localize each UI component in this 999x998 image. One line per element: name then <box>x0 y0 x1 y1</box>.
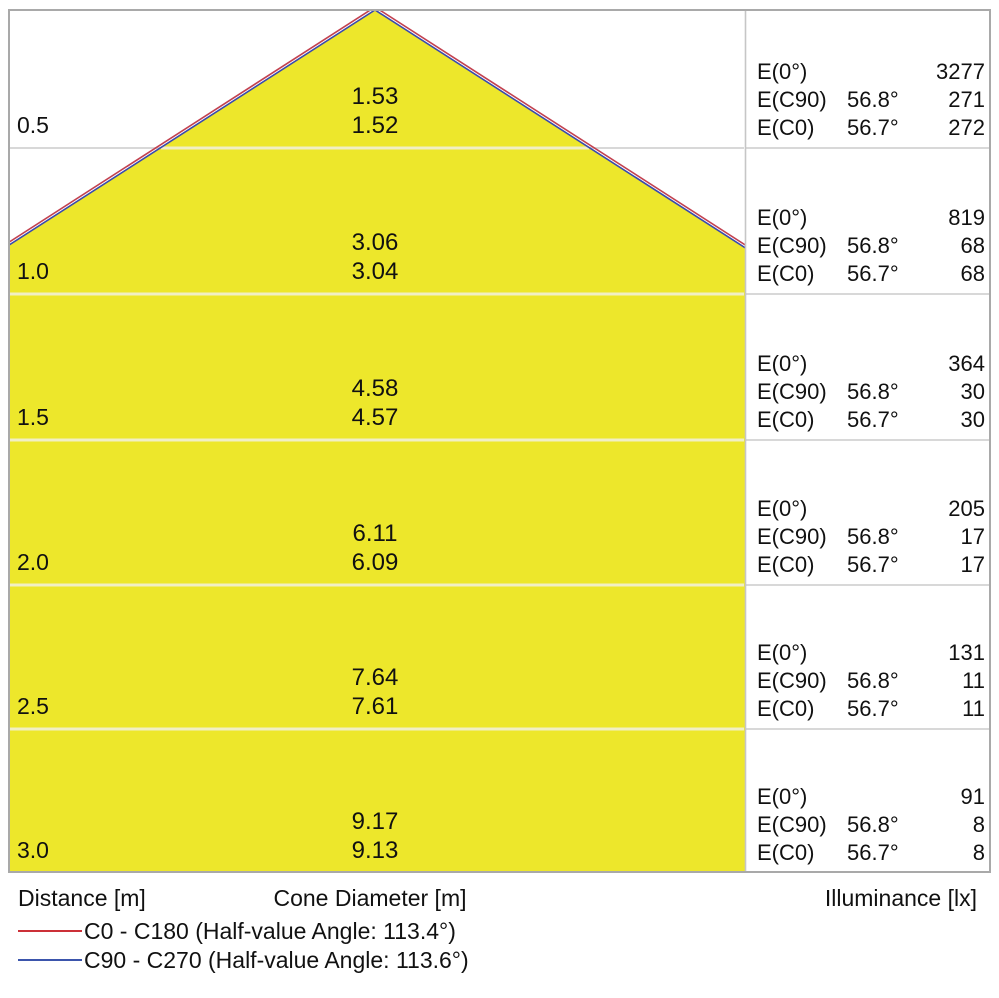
illuminance-table: E(0°) 819 E(C90) 56.8° 68 E(C0) 56.7° 68 <box>757 204 985 288</box>
e0-label: E(0°) <box>757 640 808 665</box>
e0-label: E(0°) <box>757 496 808 521</box>
ec90-angle: 56.8° <box>847 524 899 549</box>
distance-column-label: Distance [m] <box>18 885 146 911</box>
ec90-angle: 56.8° <box>847 233 899 258</box>
illuminance-column-label: Illuminance [lx] <box>824 885 977 911</box>
ec90-value: 68 <box>960 233 985 258</box>
cone-diameter-c0-value: 9.13 <box>351 837 399 864</box>
cone-diameter-c0-value: 1.52 <box>351 112 399 139</box>
cone-diameter-c0-value: 3.04 <box>351 258 399 285</box>
ec90-label: E(C90) <box>757 379 827 404</box>
ec0-label: E(C0) <box>757 261 815 286</box>
cone-diameter-c90-value: 3.06 <box>351 229 399 256</box>
legend-c90-line-swatch <box>18 959 82 961</box>
ec0-angle: 56.7° <box>847 115 899 140</box>
illuminance-table: E(0°) 131 E(C90) 56.8° 11 E(C0) 56.7° 11 <box>757 639 985 723</box>
e0-label: E(0°) <box>757 59 808 84</box>
ec90-angle: 56.8° <box>847 379 899 404</box>
cone-diameter-c0-value: 4.57 <box>351 404 399 431</box>
legend-c90-label: C90 - C270 (Half-value Angle: 113.6°) <box>84 947 469 973</box>
ec0-label: E(C0) <box>757 407 815 432</box>
ec0-value: 272 <box>948 115 985 140</box>
legend-c0-label: C0 - C180 (Half-value Angle: 113.4°) <box>84 918 456 944</box>
distance-label: 0.5 <box>17 112 49 138</box>
ec90-value: 271 <box>948 87 985 112</box>
ec0-angle: 56.7° <box>847 407 899 432</box>
cone-diameter-column-label: Cone Diameter [m] <box>273 885 467 911</box>
e0-label: E(0°) <box>757 784 808 809</box>
ec0-angle: 56.7° <box>847 261 899 286</box>
cone-diameter-c90-value: 1.53 <box>351 83 399 110</box>
ec90-value: 11 <box>962 668 985 693</box>
cone-diameter-c0-value: 6.09 <box>351 549 399 576</box>
ec0-value: 17 <box>960 552 985 577</box>
e0-label: E(0°) <box>757 205 808 230</box>
e0-value: 91 <box>960 784 985 809</box>
ec0-angle: 56.7° <box>847 840 899 865</box>
legend-c0-line-swatch <box>18 930 82 932</box>
e0-value: 205 <box>948 496 985 521</box>
ec0-value: 68 <box>960 261 985 286</box>
ec0-angle: 56.7° <box>847 552 899 577</box>
cone-diameter-values: 9.17 9.13 <box>275 807 475 865</box>
e0-value: 819 <box>948 205 985 230</box>
ec90-label: E(C90) <box>757 668 827 693</box>
distance-label: 3.0 <box>17 837 49 863</box>
distance-label: 2.0 <box>17 549 49 575</box>
ec90-angle: 56.8° <box>847 812 899 837</box>
cone-diameter-c90-value: 7.64 <box>351 664 399 691</box>
cone-diameter-values: 4.58 4.57 <box>275 374 475 432</box>
ec0-label: E(C0) <box>757 552 815 577</box>
illuminance-table: E(0°) 364 E(C90) 56.8° 30 E(C0) 56.7° 30 <box>757 350 985 434</box>
ec90-value: 17 <box>960 524 985 549</box>
ec0-label: E(C0) <box>757 696 815 721</box>
ec0-value: 11 <box>962 696 985 721</box>
distance-label: 1.5 <box>17 404 49 430</box>
ec0-value: 30 <box>960 407 985 432</box>
e0-value: 364 <box>948 351 985 376</box>
ec90-angle: 56.8° <box>847 668 899 693</box>
cone-diameter-values: 6.11 6.09 <box>275 519 475 577</box>
cone-diameter-c90-value: 6.11 <box>352 520 398 547</box>
cone-diameter-c0-value: 7.61 <box>351 693 399 720</box>
cone-diameter-values: 3.06 3.04 <box>275 228 475 286</box>
ec0-angle: 56.7° <box>847 696 899 721</box>
ec90-label: E(C90) <box>757 87 827 112</box>
illuminance-table: E(0°) 91 E(C90) 56.8° 8 E(C0) 56.7° 8 <box>757 783 985 867</box>
distance-label: 1.0 <box>17 258 49 284</box>
ec90-label: E(C90) <box>757 524 827 549</box>
ec90-angle: 56.8° <box>847 87 899 112</box>
ec90-label: E(C90) <box>757 233 827 258</box>
illuminance-table: E(0°) 3277 E(C90) 56.8° 271 E(C0) 56.7° 272 <box>757 58 985 142</box>
ec0-label: E(C0) <box>757 840 815 865</box>
ec90-value: 8 <box>972 812 985 837</box>
cone-diameter-values: 1.53 1.52 <box>275 82 475 140</box>
cone-diameter-c90-value: 4.58 <box>351 375 399 402</box>
cone-diameter-values: 7.64 7.61 <box>275 663 475 721</box>
e0-value: 131 <box>948 640 985 665</box>
ec90-label: E(C90) <box>757 812 827 837</box>
table-border <box>8 9 991 873</box>
ec90-value: 30 <box>960 379 985 404</box>
illuminance-table: E(0°) 205 E(C90) 56.8° 17 E(C0) 56.7° 17 <box>757 495 985 579</box>
e0-value: 3277 <box>936 59 985 84</box>
ec0-label: E(C0) <box>757 115 815 140</box>
cone-diameter-c90-value: 9.17 <box>351 808 399 835</box>
ec0-value: 8 <box>972 840 985 865</box>
distance-label: 2.5 <box>17 693 49 719</box>
e0-label: E(0°) <box>757 351 808 376</box>
